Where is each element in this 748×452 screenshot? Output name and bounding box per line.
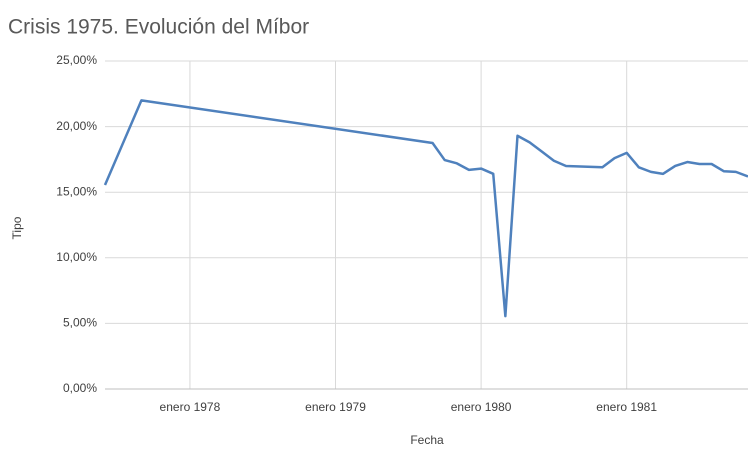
y-tick-label: 20,00% [56, 119, 97, 133]
y-tick-label: 0,00% [63, 381, 97, 395]
y-tick-label: 10,00% [56, 250, 97, 264]
x-tick-label: enero 1979 [305, 400, 366, 414]
x-axis-title: Fecha [410, 433, 444, 447]
y-tick-label: 25,00% [56, 53, 97, 67]
y-tick-label: 15,00% [56, 184, 97, 198]
x-tick-label: enero 1980 [451, 400, 512, 414]
x-tick-label: enero 1978 [160, 400, 221, 414]
data-line [103, 99, 748, 318]
y-tick-label: 5,00% [63, 316, 97, 330]
chart-title: Crisis 1975. Evolución del Míbor [8, 16, 309, 39]
x-tick-label: enero 1981 [596, 400, 657, 414]
y-axis-title: Tipo [10, 216, 24, 239]
